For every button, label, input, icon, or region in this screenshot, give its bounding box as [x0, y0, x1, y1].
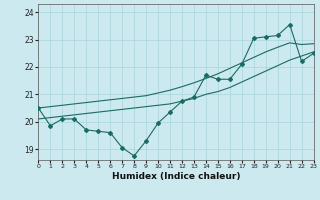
X-axis label: Humidex (Indice chaleur): Humidex (Indice chaleur): [112, 172, 240, 181]
